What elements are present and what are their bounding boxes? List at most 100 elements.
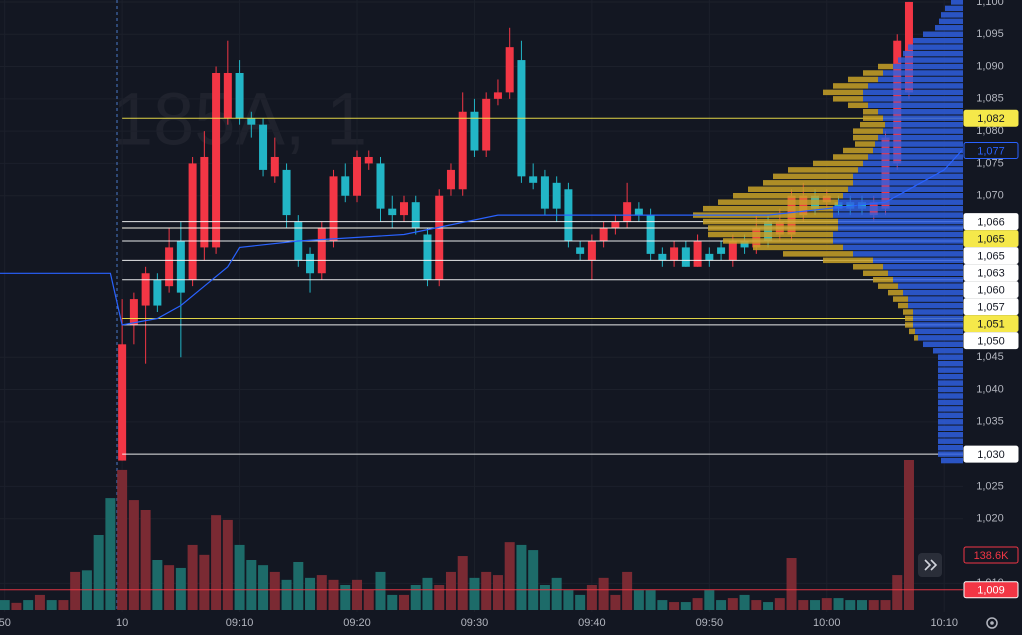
volume-bar xyxy=(845,600,856,610)
y-tick-label: 1,090 xyxy=(976,60,1004,72)
profile-session xyxy=(855,141,875,147)
volume-bar xyxy=(457,556,468,610)
volume-bar xyxy=(434,585,445,610)
candle-body xyxy=(822,195,831,203)
candle-body xyxy=(353,156,362,196)
volume-bar xyxy=(281,579,292,610)
candle-body xyxy=(552,182,561,209)
profile-session xyxy=(783,251,853,257)
volume-bar xyxy=(798,600,809,610)
candle-body xyxy=(200,156,209,248)
profile-session xyxy=(914,335,918,341)
volume-bar xyxy=(516,544,527,610)
candle-body xyxy=(176,240,185,293)
volume-bar xyxy=(222,519,233,610)
price-badge-label: 1,009 xyxy=(977,585,1005,597)
volume-bar xyxy=(269,571,280,610)
profile-total xyxy=(923,341,963,348)
profile-session xyxy=(905,315,913,322)
profile-total xyxy=(938,444,963,451)
candle-body xyxy=(212,72,221,248)
volume-bar xyxy=(469,577,480,610)
candle-body xyxy=(423,234,432,280)
profile-total xyxy=(883,115,963,121)
candle-body xyxy=(470,111,479,151)
volume-bar xyxy=(187,544,198,610)
volume-bar xyxy=(234,544,245,610)
x-tick-label: 10 xyxy=(116,617,128,629)
volume-bar xyxy=(692,598,703,610)
volume-bar xyxy=(774,598,785,610)
volume-bar xyxy=(258,565,269,610)
profile-total xyxy=(885,121,963,128)
profile-session xyxy=(888,289,903,296)
price-badge-label: 1,082 xyxy=(977,113,1005,125)
profile-total xyxy=(883,70,963,76)
candle-body xyxy=(435,195,444,280)
profile-total xyxy=(838,225,963,231)
axes: 1,100 1,095 1,090 1,085 1,080 1,075 1,070 1,045… xyxy=(0,0,1004,629)
price-badge xyxy=(963,213,1019,231)
profile-session xyxy=(718,199,838,205)
y-tick-label: 1,020 xyxy=(976,513,1004,525)
profile-session xyxy=(813,160,863,167)
volume-bar xyxy=(528,550,539,610)
volume-bar xyxy=(657,600,668,610)
profile-session xyxy=(898,302,908,309)
y-tick-label: 1,085 xyxy=(976,93,1004,105)
profile-total xyxy=(888,270,963,276)
volume-bar xyxy=(586,585,597,610)
candle-body xyxy=(329,176,338,241)
volume-bar xyxy=(833,598,844,610)
price-badge-label: 1,065 xyxy=(977,250,1005,262)
profile-total xyxy=(938,451,963,457)
profile-total xyxy=(939,18,963,25)
candle-body xyxy=(411,202,420,229)
profile-total xyxy=(898,283,963,289)
profile-session xyxy=(823,257,873,264)
profile-session xyxy=(878,63,893,70)
candle-body xyxy=(893,40,902,164)
volume-bar xyxy=(857,600,868,610)
x-tick-label: 09:10 xyxy=(226,617,254,629)
volume-bar xyxy=(152,560,163,610)
profile-total xyxy=(908,302,963,309)
profile-session xyxy=(833,154,868,160)
candle-body xyxy=(717,247,726,254)
profile-session xyxy=(788,167,858,173)
profile-session xyxy=(853,264,883,270)
price-badge-label: 1,077 xyxy=(977,145,1005,157)
profile-total xyxy=(913,309,963,315)
profile-session xyxy=(909,328,915,335)
profile-session xyxy=(903,309,913,315)
volume-bar xyxy=(680,602,691,610)
profile-session xyxy=(853,134,878,141)
profile-total xyxy=(903,50,963,57)
volume-bar xyxy=(633,590,644,610)
volume-bar xyxy=(293,561,304,610)
profile-total xyxy=(833,205,963,212)
candle-body xyxy=(881,137,890,209)
volume-badge xyxy=(963,546,1019,564)
price-badge xyxy=(963,142,1019,160)
candle-body xyxy=(764,221,773,241)
price-badge xyxy=(963,264,1019,282)
x-tick-label: 09:30 xyxy=(461,617,489,629)
profile-total xyxy=(853,173,963,180)
price-badge xyxy=(963,298,1019,316)
profile-session xyxy=(773,173,853,180)
scroll-button[interactable] xyxy=(918,553,942,577)
candle-body xyxy=(376,163,385,209)
candle-body xyxy=(799,195,808,216)
profile-session xyxy=(708,231,833,238)
volume-bar xyxy=(128,500,139,610)
profile-total xyxy=(875,141,963,147)
volume-bar xyxy=(34,594,45,610)
settings-button[interactable] xyxy=(986,617,998,629)
price-badge-label: 1,066 xyxy=(977,216,1005,228)
volume-bar xyxy=(246,560,257,610)
candle-body xyxy=(646,215,655,254)
x-tick-label: 09:40 xyxy=(578,617,606,629)
price-badge-label: 1,057 xyxy=(977,301,1005,313)
candle-body xyxy=(165,247,174,287)
